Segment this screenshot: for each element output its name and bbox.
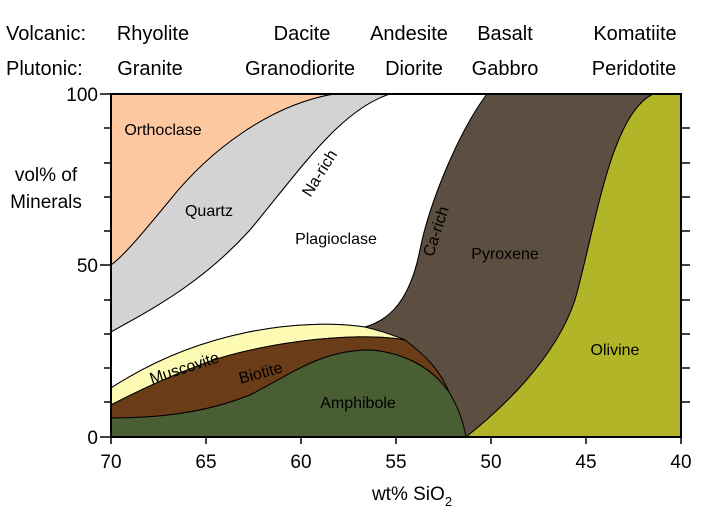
- plutonic-rock-gabbro: Gabbro: [472, 58, 539, 80]
- amphibole-region: [110, 349, 467, 438]
- plagioclase-label: Plagioclase: [295, 231, 377, 248]
- y-tick-label-50: 50: [77, 256, 98, 277]
- axis-ticks: [100, 93, 690, 444]
- olivine-label: Olivine: [591, 342, 640, 359]
- plutonic-row-label: Plutonic:: [6, 58, 83, 80]
- x-axis-title-text: wt% SiO: [371, 484, 445, 505]
- x-axis-title-subscript: 2: [445, 494, 452, 509]
- volcanic-rock-andesite: Andesite: [370, 23, 448, 45]
- x-axis-title: wt% SiO2: [371, 484, 452, 509]
- orthoclase-label: Orthoclase: [124, 122, 201, 139]
- volcanic-rock-basalt: Basalt: [477, 23, 533, 45]
- amphibole-label: Amphibole: [320, 395, 396, 412]
- volcanic-rock-komatiite: Komatiite: [593, 23, 676, 45]
- plutonic-rock-granite: Granite: [117, 58, 183, 80]
- plutonic-rock-granodiorite: Granodiorite: [245, 58, 355, 80]
- y-tick-label-0: 0: [87, 428, 98, 449]
- x-tick-label-40: 40: [670, 452, 691, 473]
- x-tick-label-55: 55: [385, 452, 406, 473]
- volcanic-rock-rhyolite: Rhyolite: [117, 23, 189, 45]
- y-axis-title-line1: vol% of: [15, 165, 78, 186]
- plutonic-rock-peridotite: Peridotite: [592, 58, 677, 80]
- volcanic-row-label: Volcanic:: [6, 23, 86, 45]
- x-tick-label-70: 70: [100, 452, 121, 473]
- volcanic-rock-dacite: Dacite: [274, 23, 331, 45]
- x-tick-label-65: 65: [195, 452, 216, 473]
- olivine-region: [464, 93, 682, 438]
- x-tick-label-60: 60: [290, 452, 311, 473]
- x-tick-label-50: 50: [480, 452, 501, 473]
- quartz-label: Quartz: [185, 203, 233, 220]
- plutonic-rock-diorite: Diorite: [385, 58, 443, 80]
- pyroxene-label: Pyroxene: [471, 246, 539, 263]
- y-axis-title-line2: Minerals: [10, 192, 82, 213]
- y-tick-label-100: 100: [66, 85, 98, 106]
- x-tick-label-45: 45: [575, 452, 596, 473]
